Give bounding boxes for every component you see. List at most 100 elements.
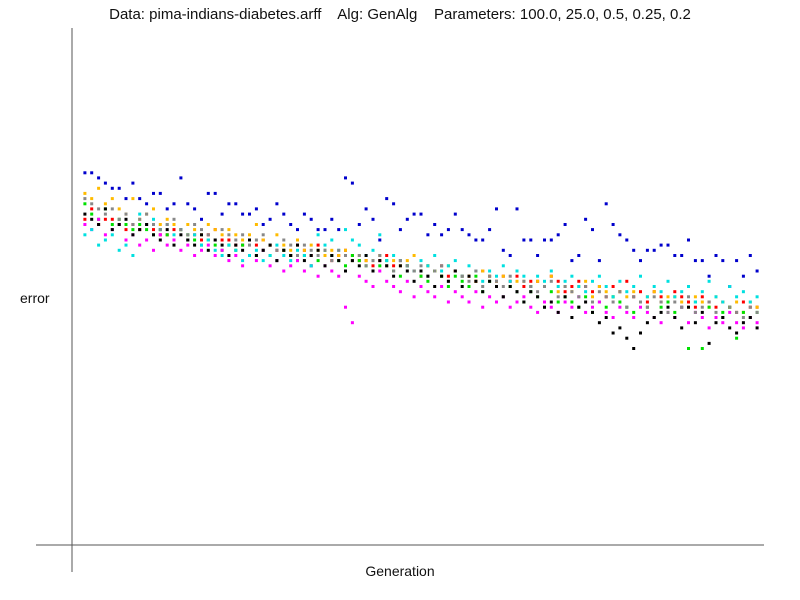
data-point [405,264,409,268]
data-point [577,279,581,283]
data-point [392,269,396,273]
data-point [721,310,725,314]
data-point [625,305,629,309]
data-point [234,238,238,242]
data-point [275,202,279,206]
data-point [467,233,471,237]
data-point [83,171,87,175]
data-point [536,254,540,257]
data-point [124,228,128,232]
data-point [179,176,183,180]
data-point [289,248,293,252]
data-point [241,259,245,263]
data-point [632,248,636,252]
data-point [344,264,347,268]
data-point [632,295,636,299]
data-point [639,259,642,263]
data-point [728,310,732,314]
data-point [241,238,245,242]
data-point [666,305,670,309]
data-point [275,243,279,247]
data-point [296,238,299,242]
data-point [268,264,272,268]
data-point [597,274,601,278]
data-point [474,290,478,294]
data-point [687,321,690,325]
data-point [385,279,389,283]
data-point [659,305,663,309]
data-point [645,321,649,325]
data-point [213,238,217,242]
data-point [412,295,416,299]
data-point [536,279,540,283]
data-point [488,228,492,232]
data-point [604,290,608,294]
data-point [755,310,759,314]
data-point [103,181,107,185]
data-point [591,279,594,283]
data-point [652,285,656,288]
data-point [556,295,560,299]
data-point [103,212,107,216]
data-point [632,316,636,319]
data-point [83,191,87,195]
data-point [543,279,546,283]
data-point [570,300,574,304]
data-point [529,238,533,242]
data-point [570,259,574,263]
data-point [714,254,718,257]
data-point [508,285,512,288]
data-point [316,243,320,247]
data-point [604,310,608,314]
data-point [529,290,533,294]
data-point [90,212,94,216]
data-point [453,290,457,294]
data-point [337,228,341,232]
data-point [152,228,155,232]
data-point [446,300,450,304]
data-point [481,279,485,283]
data-point [179,233,183,237]
data-point [460,295,464,299]
data-point [158,238,162,242]
data-point [186,238,190,242]
data-point [625,310,629,314]
data-point [138,217,142,221]
data-point [289,254,293,257]
data-point [591,295,594,299]
data-point [152,223,155,226]
data-point [110,223,114,226]
data-point [529,285,533,288]
data-point [522,238,526,242]
data-point [687,285,690,288]
data-point [721,316,725,319]
data-point [83,197,87,201]
data-point [481,285,485,288]
data-point [591,305,594,309]
data-point [220,233,224,237]
data-point [632,310,636,314]
data-point [110,197,114,201]
data-point [152,191,155,195]
data-point [563,279,567,283]
data-point [302,248,306,252]
data-point [186,243,190,247]
data-point [618,300,622,304]
data-point [323,254,327,257]
data-point [433,254,437,257]
data-point [227,259,231,263]
data-point [735,295,739,299]
data-point [522,279,526,283]
data-point [481,305,485,309]
data-point [755,321,759,325]
data-point [213,191,217,195]
data-point [673,254,677,257]
data-point [145,223,149,226]
data-point [755,269,759,273]
data-point [735,300,739,304]
data-point [172,202,176,206]
data-point [248,254,251,257]
data-point [556,233,560,237]
data-point [275,259,279,263]
data-point [131,228,135,232]
